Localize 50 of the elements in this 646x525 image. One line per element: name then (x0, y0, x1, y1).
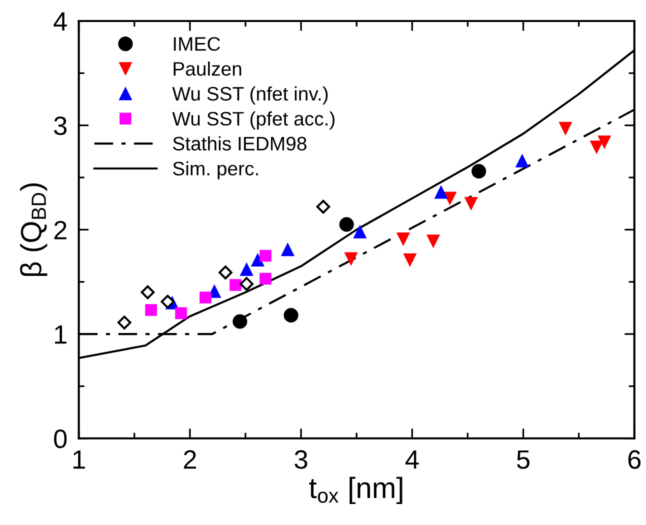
point (140, 285, 155, 300)
point (516, 154, 529, 168)
x-tick-label: 3 (294, 450, 308, 469)
point (339, 217, 354, 232)
legend-label: Sim. perc. (173, 161, 258, 180)
x-tick-label: 1 (73, 450, 85, 469)
point (260, 272, 272, 285)
y-tick-label: 2 (54, 220, 66, 240)
point (396, 232, 410, 246)
y-tick-label: 1 (55, 325, 66, 344)
point (175, 307, 187, 320)
legend-label: Paulzen (174, 61, 242, 76)
x-tick-label: 4 (405, 450, 419, 469)
point (344, 252, 358, 266)
legend-label: IMEC (174, 37, 220, 51)
point (218, 266, 232, 280)
legend-label: Stathis IEDM98 (173, 136, 306, 151)
point (240, 277, 254, 291)
y-tick-label: 0 (54, 430, 67, 448)
point (558, 122, 572, 136)
point (353, 225, 367, 238)
point (232, 314, 248, 329)
y-axis-title: β (Q$_{BD}$) (20, 183, 48, 276)
point (230, 279, 242, 291)
point (472, 164, 486, 179)
point (284, 308, 298, 323)
legend-label: Wu SST (nfet inv.) (172, 86, 328, 105)
point (443, 192, 457, 205)
point (598, 135, 611, 149)
y-tick-label: 4 (54, 12, 67, 31)
x-tick-label: 6 (628, 450, 641, 469)
y-tick-label: 3 (54, 116, 67, 136)
x-tick-label: 2 (184, 450, 196, 469)
point (240, 262, 254, 276)
point (200, 292, 212, 304)
point (316, 200, 330, 214)
legend-label: Wu SST (pfet acc.) (172, 111, 334, 130)
point (281, 242, 294, 256)
point (403, 253, 417, 267)
point (260, 250, 272, 262)
point (117, 316, 132, 330)
point (251, 253, 264, 267)
x-tick-label: 5 (516, 450, 530, 469)
point (464, 197, 478, 210)
point (160, 294, 175, 309)
point (145, 304, 157, 316)
point (434, 186, 448, 199)
point (426, 234, 440, 248)
point (590, 140, 604, 154)
x-axis-title: t$_{ox}$ [nm] (309, 476, 402, 504)
